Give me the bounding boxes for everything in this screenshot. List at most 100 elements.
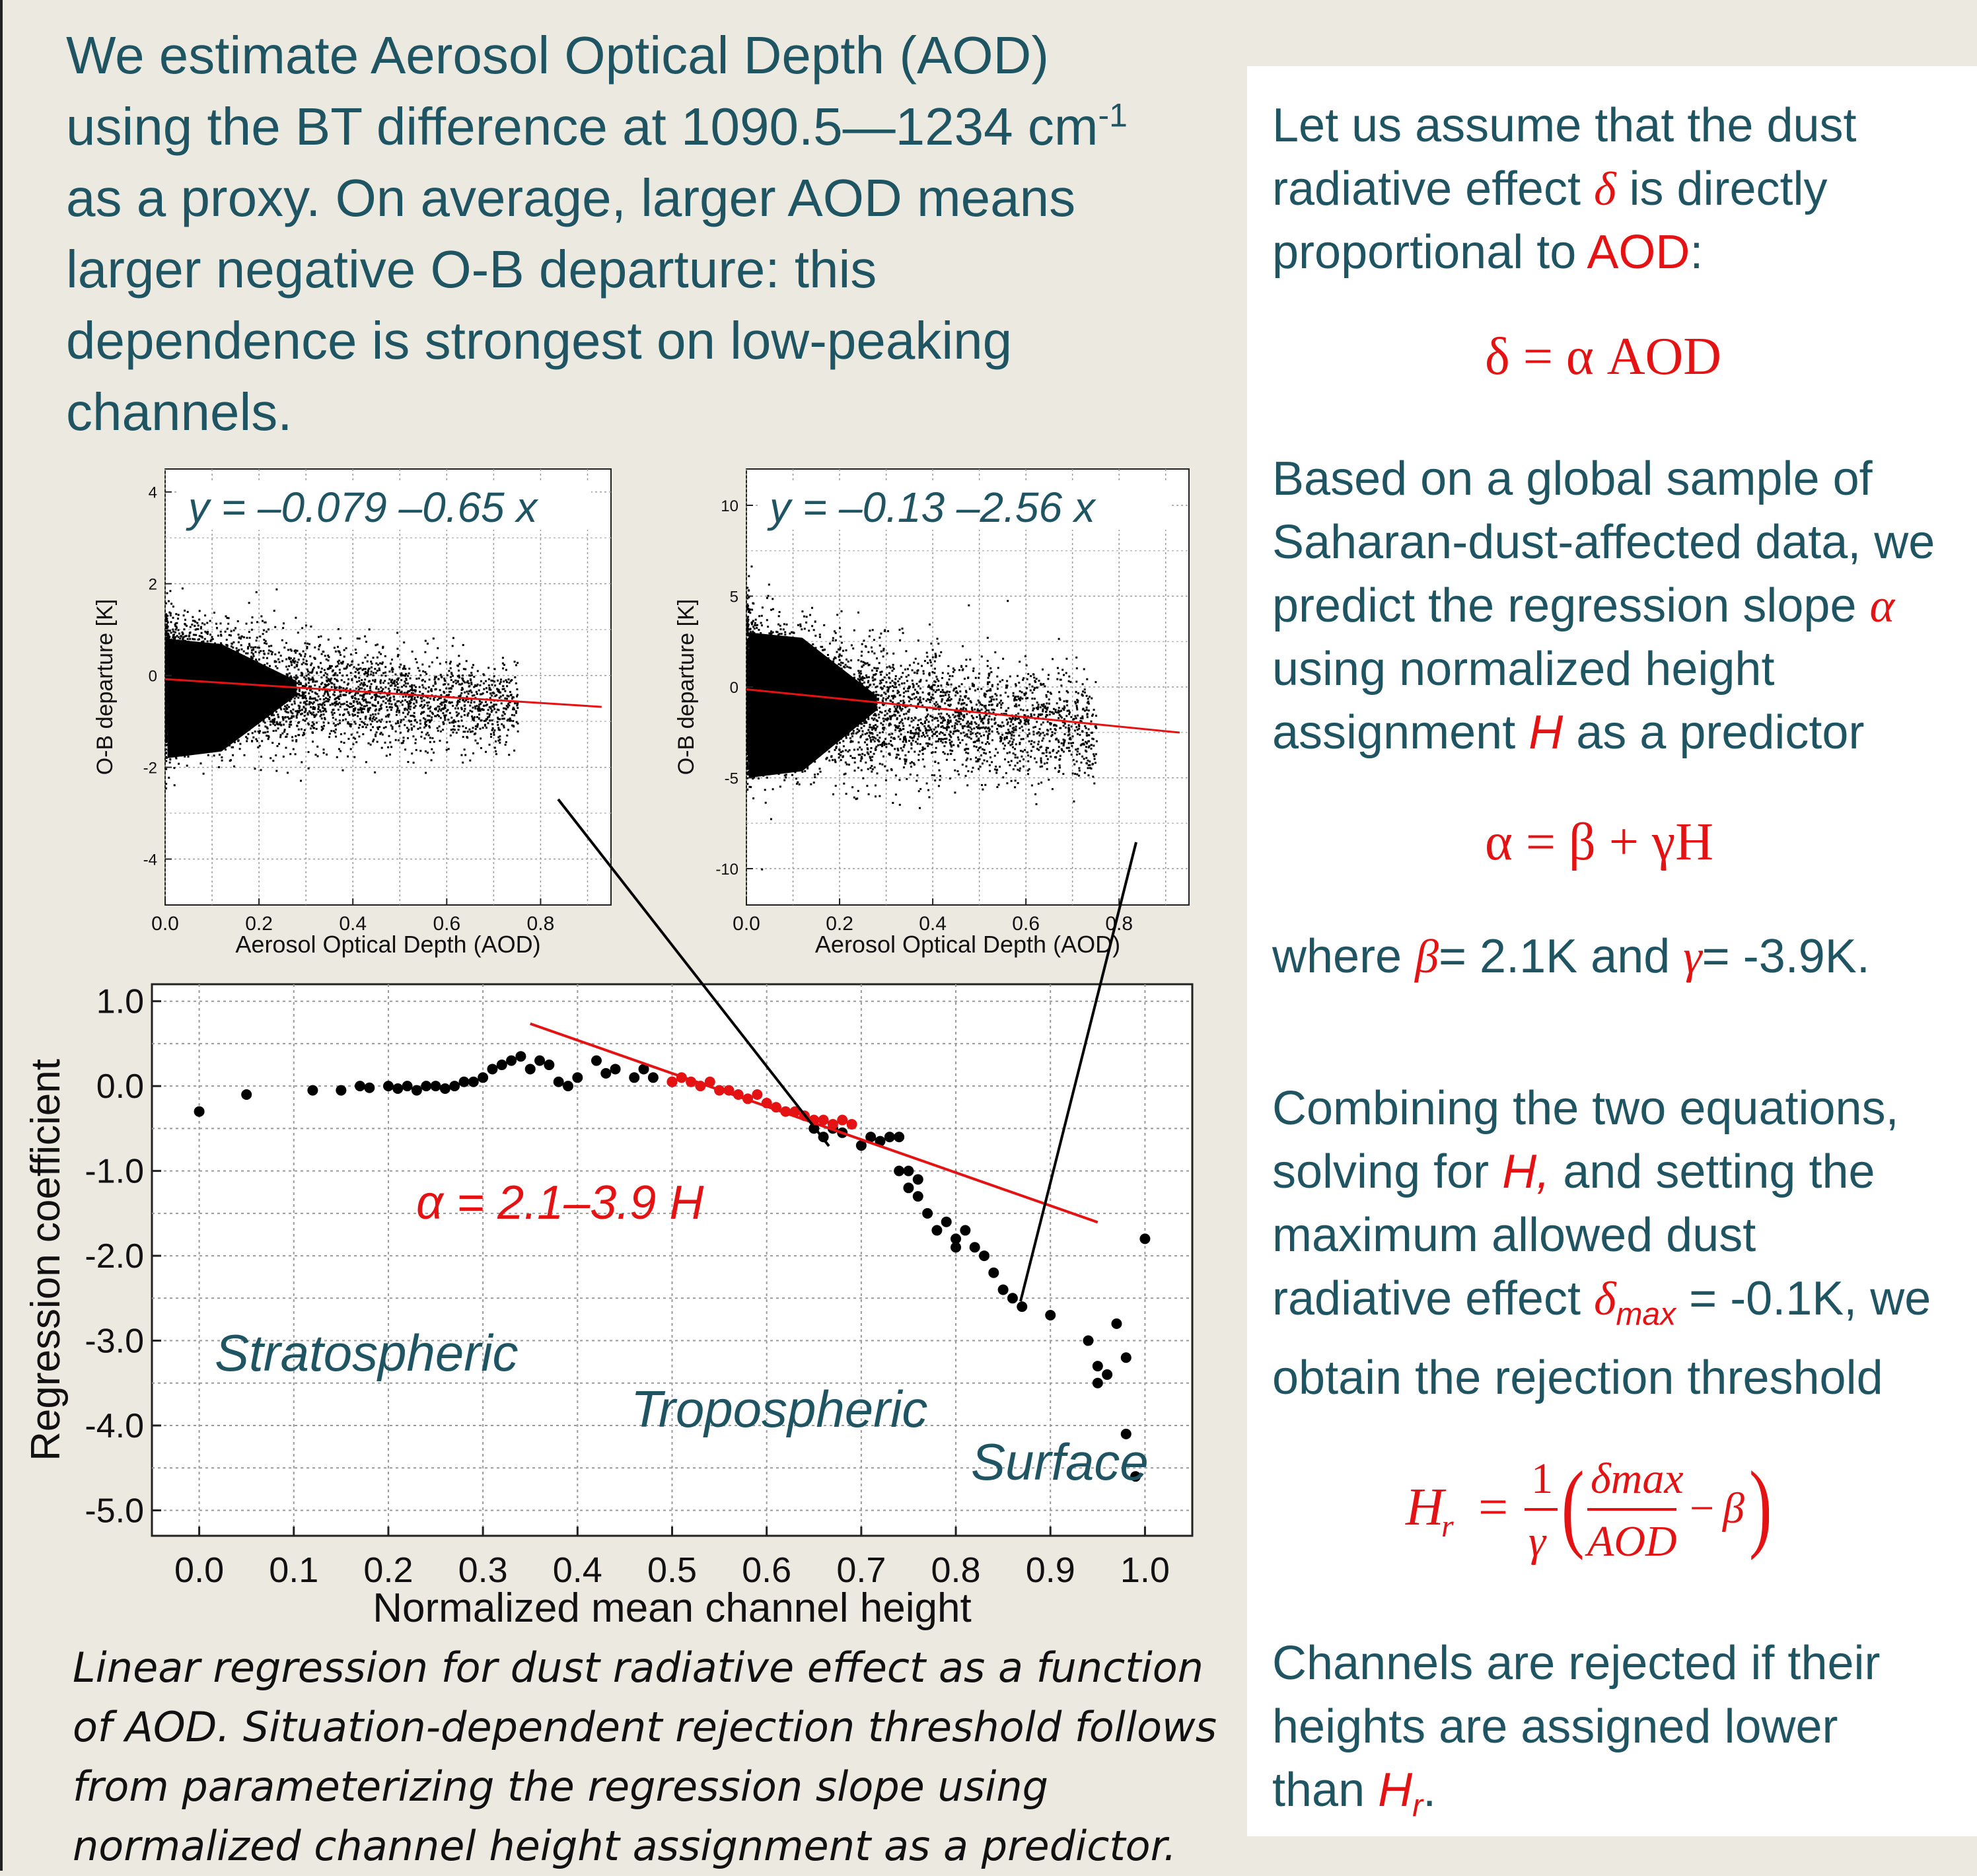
data-point [553, 1076, 564, 1087]
data-point [1092, 1377, 1103, 1389]
eq-sign: = [1525, 813, 1556, 871]
delta-symbol: δ [1593, 1272, 1616, 1325]
intro-superscript: -1 [1098, 96, 1128, 134]
aod-highlight: AOD [1587, 226, 1690, 279]
x-tick-label: 0.9 [1026, 1550, 1075, 1590]
y-tick-label: -2 [143, 760, 157, 777]
data-point [951, 1233, 962, 1245]
caption-line: from parameterizing the regression slope… [73, 1762, 1049, 1811]
caption-line: Linear regression for dust radiative eff… [73, 1643, 1204, 1692]
data-point [894, 1165, 905, 1176]
eq-frac-den: γ [1528, 1517, 1547, 1566]
data-point [439, 1083, 450, 1095]
text-line: maximum allowed dust [1272, 1209, 1756, 1262]
data-point [610, 1064, 621, 1075]
data-point [563, 1081, 573, 1092]
explanation-panel: Let us assume that the dust radiative ef… [1247, 66, 1977, 1836]
text-span: proportional to [1272, 226, 1577, 279]
data-point [629, 1072, 640, 1083]
data-point [960, 1225, 971, 1236]
title-bg [760, 482, 1169, 530]
chart-title: y = –0.13 –2.56 x [767, 484, 1096, 531]
caption-line: normalized channel height assignment as … [73, 1822, 1177, 1870]
x-tick-label: 0.2 [245, 913, 273, 935]
text-line: solving for H, and setting the [1272, 1140, 1931, 1204]
text-span: is directly [1629, 162, 1828, 215]
y-axis-label: O-B departure [K] [674, 599, 699, 775]
y-tick-label: 5 [730, 589, 738, 606]
intro-line: We estimate Aerosol Optical Depth (AOD) [66, 26, 1049, 85]
eq-lhs: H [1405, 1478, 1447, 1536]
eq-inner-num: δmax [1591, 1455, 1684, 1503]
data-point [1102, 1369, 1113, 1380]
x-tick-label: 0.8 [931, 1550, 981, 1590]
y-tick-label: -2.0 [85, 1237, 144, 1276]
data-point [496, 1060, 507, 1071]
data-point [969, 1242, 980, 1253]
text-span: than [1272, 1764, 1365, 1817]
figure-caption: Linear regression for dust radiative eff… [73, 1638, 1235, 1876]
text-line: Based on a global sample of [1272, 452, 1873, 505]
equation-delta: δ = α AOD [1485, 327, 1721, 387]
fit-label: α = 2.1–3.9 H [416, 1176, 704, 1229]
fit-line [164, 678, 602, 708]
data-point [1007, 1293, 1018, 1304]
intro-line: channels. [66, 382, 293, 441]
x-tick-label: 0.7 [836, 1550, 886, 1590]
data-point [1017, 1301, 1028, 1313]
text-span: predict the regression slope [1272, 579, 1857, 632]
gamma-symbol: γ [1683, 930, 1702, 983]
data-point-red [666, 1076, 678, 1087]
text-span: = -3.9K. [1702, 930, 1870, 983]
data-point [392, 1083, 404, 1095]
x-tick-label: 0.4 [919, 913, 947, 935]
data-point [1139, 1233, 1151, 1245]
caption-line: of AOD. Situation-dependent rejection th… [73, 1703, 1217, 1751]
text-span: radiative effect [1272, 1272, 1581, 1325]
fit-line [746, 688, 1180, 734]
data-point [336, 1085, 347, 1096]
equation-alpha: α = β + γH [1485, 812, 1713, 873]
y-tick-label: -5.0 [85, 1492, 144, 1530]
data-point [931, 1225, 943, 1236]
beta-symbol: β [1415, 930, 1439, 983]
text-line: Saharan-dust-affected data, we [1272, 516, 1935, 569]
eq-inner-den: AOD [1585, 1517, 1677, 1566]
data-point [1045, 1310, 1056, 1320]
x-tick-label: 0.3 [458, 1550, 508, 1590]
region-label: Stratospheric [215, 1324, 519, 1382]
y-tick-label: -5 [725, 770, 738, 788]
right-paren: ) [1749, 1452, 1769, 1562]
text-line: Let us assume that the dust [1272, 99, 1857, 152]
x-tick-label: 0.5 [647, 1550, 697, 1590]
text-line: proportional to AOD: [1272, 221, 1857, 284]
data-point-red [846, 1118, 857, 1130]
data-point [194, 1106, 205, 1117]
text-span: radiative effect [1272, 162, 1581, 215]
chart-title: y = –0.079 –0.65 x [186, 484, 538, 531]
x-tick-label: 0.0 [733, 913, 760, 935]
y-axis-label: O-B departure [K] [92, 599, 118, 775]
data-point [1120, 1428, 1132, 1439]
text-line: Combining the two equations, [1272, 1082, 1899, 1135]
intro-line-text: using the BT difference at 1090.5—1234 c… [66, 97, 1098, 156]
data-point [865, 1132, 877, 1143]
charts-area: 0.0 0.2 0.4 0.6 0.8 4 2 0 -2 -4 Aerosol Optical De… [23, 468, 1194, 1631]
paragraph-rejection: Channels are rejected if their heights a… [1272, 1632, 1881, 1838]
eq-sign: = [1523, 328, 1553, 386]
data-point [903, 1182, 914, 1194]
eq-rhs: α AOD [1565, 328, 1722, 386]
paragraph-assumption: Let us assume that the dust radiative ef… [1272, 94, 1857, 284]
data-point [458, 1076, 470, 1087]
text-line: radiative effect δmax = -0.1K, we [1272, 1267, 1931, 1346]
text-line: assignment H as a predictor [1272, 701, 1935, 764]
max-subscript: max [1616, 1297, 1676, 1332]
data-point [1130, 1471, 1141, 1482]
eq-rhs: β + γH [1569, 813, 1713, 871]
connector-line [557, 798, 830, 1147]
data-point [382, 1081, 394, 1092]
point-cloud [746, 565, 1098, 871]
point-cloud-core [167, 639, 297, 758]
data-point [524, 1064, 536, 1075]
x-axis-label: Aerosol Optical Depth (AOD) [235, 931, 540, 958]
